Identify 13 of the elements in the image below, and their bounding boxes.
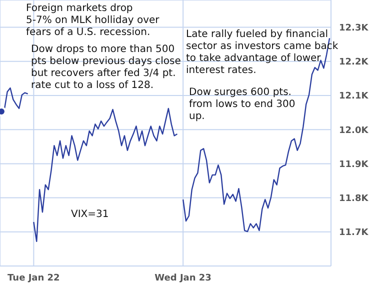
y-tick-label: 11.8K bbox=[339, 194, 370, 204]
y-tick-label: 11.9K bbox=[339, 160, 370, 170]
y-tick-label: 12.0K bbox=[339, 126, 370, 136]
y-tick-label: 12.1K bbox=[339, 92, 370, 102]
y-tick-label: 12.2K bbox=[339, 58, 370, 68]
y-tick-label: 11.7K bbox=[339, 228, 370, 238]
annotation: Dow drops to more than 500 pts below previous days close but recovers after fed 3/4 pt. rate cut to a loss of 128. bbox=[31, 44, 181, 92]
annotation: VIX=31 bbox=[71, 209, 109, 221]
annotation: Foreign markets drop 5-7% on MLK holliday over fears of a U.S. recession. bbox=[26, 3, 160, 39]
y-tick-label: 12.3K bbox=[339, 23, 370, 34]
x-tick-label: Tue Jan 22 bbox=[8, 273, 60, 284]
annotation: Dow surges 600 pts. from lows to end 300 up. bbox=[189, 87, 296, 123]
x-tick-label: Wed Jan 23 bbox=[154, 273, 212, 284]
